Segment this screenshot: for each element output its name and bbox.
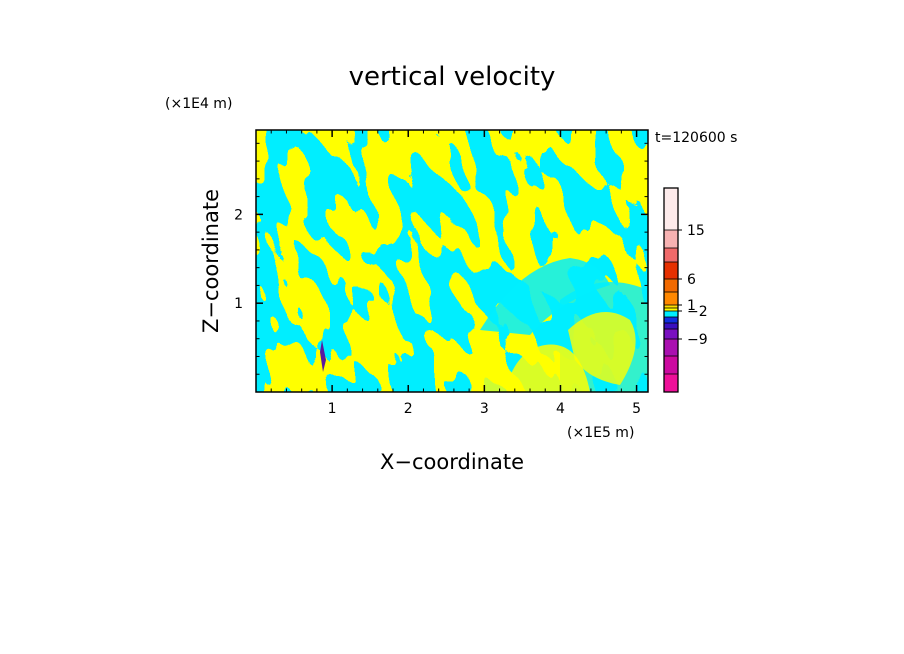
x-tick-label: 5 xyxy=(632,401,641,417)
colorbar: −9 −21 6 15 xyxy=(663,187,708,393)
colorbar-band xyxy=(664,262,678,279)
contour-region xyxy=(568,312,636,385)
colorbar-band xyxy=(664,356,678,374)
colorbar-band xyxy=(664,323,678,329)
x-tick-label: 2 xyxy=(404,401,413,417)
time-label: t=120600 s xyxy=(655,130,737,146)
x-axis: 1 2 3 4 5 xyxy=(270,130,641,417)
plot-frame xyxy=(255,129,649,393)
colorbar-label: 1 xyxy=(687,298,696,314)
colorbar-label: 6 xyxy=(687,272,696,288)
x-tick-label: 1 xyxy=(328,401,337,417)
colorbar-band xyxy=(664,308,678,311)
colorbar-band xyxy=(664,292,678,305)
colorbar-band xyxy=(664,188,678,230)
colorbar-frame xyxy=(663,187,679,393)
contour-region xyxy=(470,345,507,392)
plot-area xyxy=(255,129,649,393)
colorbar-band xyxy=(664,317,678,323)
contour-region xyxy=(480,258,610,335)
contour-region xyxy=(505,344,590,392)
x-tick-label: 3 xyxy=(480,401,489,417)
colorbar-band xyxy=(664,305,678,308)
x-tick-label: 4 xyxy=(556,401,565,417)
colorbar-band xyxy=(664,279,678,292)
x-axis-label: X−coordinate xyxy=(380,450,524,474)
field-positive-regions xyxy=(256,130,648,392)
extreme-negative-patch xyxy=(320,340,326,372)
y-tick-label: 2 xyxy=(234,207,243,223)
colorbar-label: 15 xyxy=(687,223,705,239)
y-axis-label: Z−coordinate xyxy=(199,189,223,333)
colorbar-band xyxy=(664,329,678,339)
y-tick-label: 1 xyxy=(234,296,243,312)
colorbar-band xyxy=(664,339,678,356)
colorbar-band xyxy=(664,311,678,317)
colorbar-band xyxy=(664,230,678,248)
colorbar-label: −9 xyxy=(687,332,708,348)
colorbar-band xyxy=(664,374,678,392)
chart-title: vertical velocity xyxy=(349,62,556,92)
x-unit-label: (×1E5 m) xyxy=(567,425,634,441)
colorbar-band xyxy=(664,248,678,262)
colorbar-label: −2 xyxy=(687,304,708,320)
y-axis: 12 xyxy=(234,142,648,375)
y-unit-label: (×1E4 m) xyxy=(165,96,232,112)
